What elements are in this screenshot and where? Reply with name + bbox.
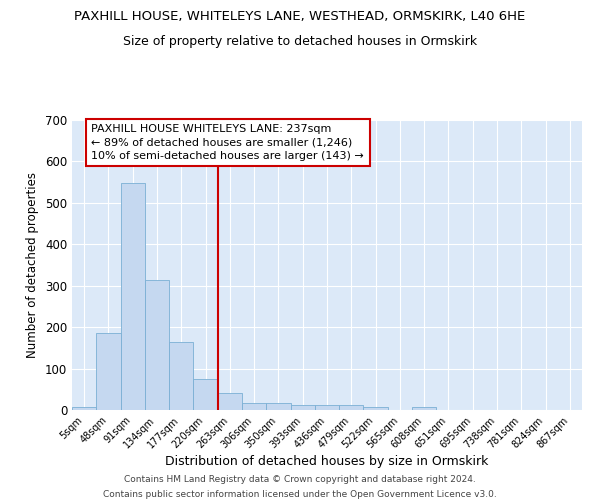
Bar [145, 280, 169, 410]
Text: PAXHILL HOUSE, WHITELEYS LANE, WESTHEAD, ORMSKIRK, L40 6HE: PAXHILL HOUSE, WHITELEYS LANE, WESTHEAD,… [74, 10, 526, 23]
Text: PAXHILL HOUSE WHITELEYS LANE: 237sqm
← 89% of detached houses are smaller (1,246: PAXHILL HOUSE WHITELEYS LANE: 237sqm ← 8… [91, 124, 364, 160]
X-axis label: Distribution of detached houses by size in Ormskirk: Distribution of detached houses by size … [166, 456, 488, 468]
Bar [412, 406, 436, 410]
Text: Contains public sector information licensed under the Open Government Licence v3: Contains public sector information licen… [103, 490, 497, 499]
Text: Contains HM Land Registry data © Crown copyright and database right 2024.: Contains HM Land Registry data © Crown c… [124, 475, 476, 484]
Bar [169, 342, 193, 410]
Bar [339, 405, 364, 410]
Bar [193, 379, 218, 410]
Bar [290, 405, 315, 410]
Bar [121, 183, 145, 410]
Bar [266, 402, 290, 410]
Bar [242, 402, 266, 410]
Y-axis label: Number of detached properties: Number of detached properties [26, 172, 40, 358]
Bar [364, 406, 388, 410]
Bar [72, 406, 96, 410]
Text: Size of property relative to detached houses in Ormskirk: Size of property relative to detached ho… [123, 35, 477, 48]
Bar [96, 334, 121, 410]
Bar [218, 392, 242, 410]
Bar [315, 405, 339, 410]
